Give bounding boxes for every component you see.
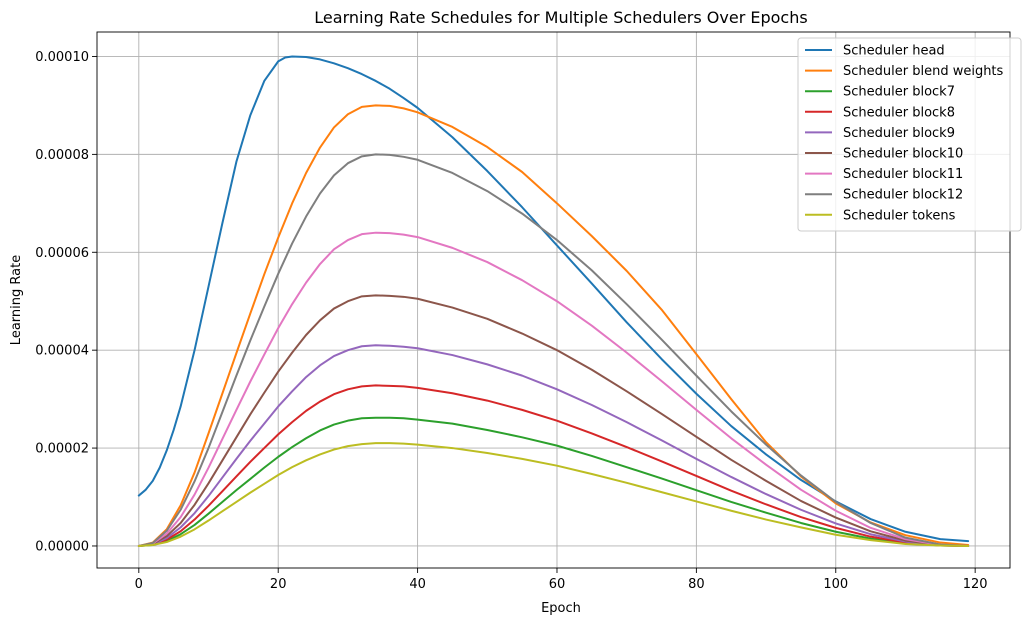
series-line-1 — [137, 104, 970, 547]
legend: Scheduler head Scheduler blend weights Sch… — [797, 37, 1022, 232]
y-tick-label: 0.00002 — [35, 442, 89, 457]
chart-title: Learning Rate Schedules for Multiple Sch… — [314, 8, 807, 27]
legend-entry: Scheduler block7 — [843, 85, 955, 100]
legend-entry: Scheduler block8 — [843, 105, 955, 120]
legend-entry: Scheduler tokens — [843, 208, 956, 223]
x-tick-label: 100 — [823, 577, 848, 592]
series-line-3 — [137, 384, 970, 547]
x-axis-ticks: 0 20 40 60 80 100 120 — [135, 568, 988, 592]
series-line-8 — [137, 442, 970, 547]
legend-entry: Scheduler block9 — [843, 126, 955, 141]
legend-entry: Scheduler block10 — [843, 147, 963, 162]
series-line-6 — [137, 231, 970, 547]
series-line-2 — [137, 416, 970, 547]
y-axis-ticks: 0.00000 0.00002 0.00004 0.00006 0.00008 0.000… — [35, 50, 97, 554]
series-line-5 — [137, 294, 970, 547]
x-tick-label: 60 — [549, 577, 566, 592]
plot-frame — [96, 31, 1011, 569]
series-line-4 — [137, 344, 970, 547]
legend-entry: Scheduler block12 — [843, 188, 963, 203]
y-tick-label: 0.00008 — [35, 148, 89, 163]
legend-entry: Scheduler blend weights — [843, 64, 1004, 79]
legend-entry: Scheduler block11 — [843, 167, 963, 182]
x-tick-label: 120 — [963, 577, 988, 592]
series-line-7 — [137, 153, 970, 547]
y-axis-label: Learning Rate — [9, 255, 24, 345]
x-tick-label: 20 — [270, 577, 287, 592]
y-tick-label: 0.00000 — [35, 539, 89, 554]
legend-box — [797, 37, 1022, 232]
x-tick-label: 0 — [135, 577, 143, 592]
series-line-0 — [137, 55, 970, 543]
x-axis-label: Epoch — [541, 601, 581, 616]
y-tick-label: 0.00004 — [35, 344, 89, 359]
y-tick-label: 0.00010 — [35, 50, 89, 65]
legend-entry: Scheduler head — [843, 44, 945, 59]
series-lines — [137, 55, 970, 547]
x-tick-label: 80 — [688, 577, 705, 592]
x-tick-label: 40 — [409, 577, 426, 592]
y-tick-label: 0.00006 — [35, 246, 89, 261]
